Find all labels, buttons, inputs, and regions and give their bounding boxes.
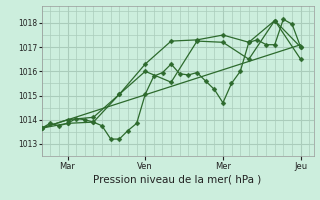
X-axis label: Pression niveau de la mer( hPa ): Pression niveau de la mer( hPa ) bbox=[93, 175, 262, 185]
